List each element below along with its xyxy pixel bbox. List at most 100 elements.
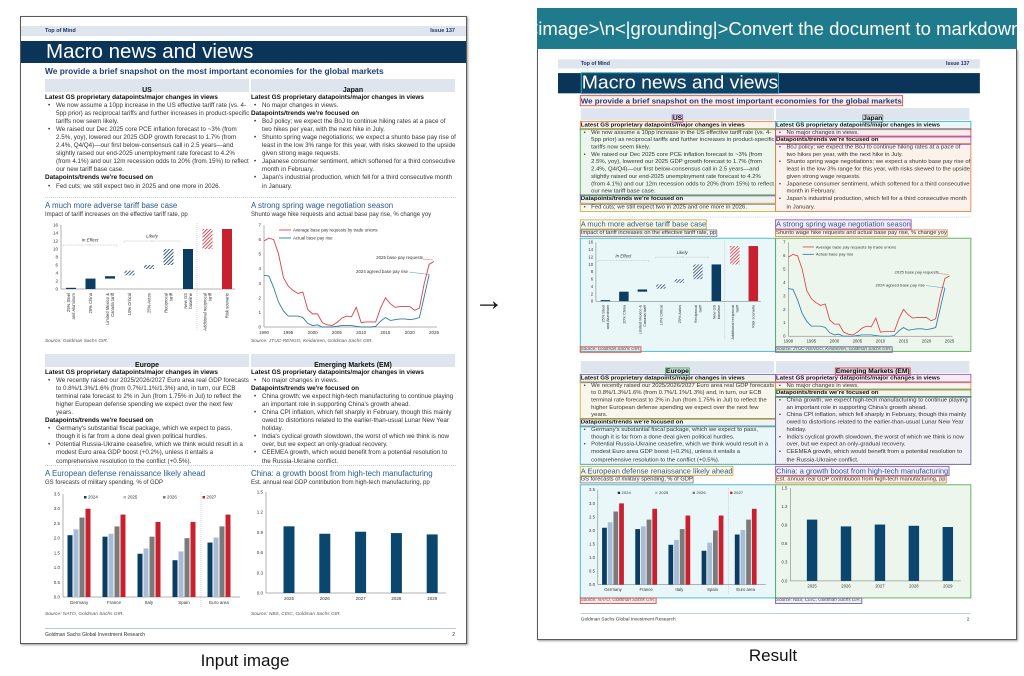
x-tick-label: Italy: [675, 587, 684, 592]
annotation: 2024 agreed base pay rise: [875, 283, 925, 288]
section-header-europe: Europe: [45, 354, 249, 369]
x-tick-label: 20% China: [621, 304, 626, 324]
y-tick-label: 1.0: [589, 555, 596, 560]
chart-source: Source: JTUC-RENGO, Keidanren, Goldman S…: [775, 346, 893, 353]
bullet-item: China growth; we expect high-tech manufa…: [254, 393, 456, 409]
bar: [120, 514, 126, 597]
x-tick-label: France: [107, 600, 122, 605]
label-line: Reciprocal: [693, 305, 698, 323]
bullet-item: China CPI inflation, which fell sharply …: [254, 409, 456, 433]
bullet-item: We now assume a 10pp increase in the US …: [48, 102, 250, 126]
y-tick-label: 8: [55, 255, 58, 260]
x-tick-label: 25% Steeland Aluminum: [601, 305, 610, 330]
y-tick-label: 1.2: [257, 510, 264, 515]
label-line: tariff: [697, 304, 702, 312]
x-tick-label: 10% Critical: [658, 305, 663, 326]
x-tick-label: Spain: [707, 587, 719, 592]
bar: [114, 526, 120, 597]
x-tick-label: 2010: [356, 330, 367, 335]
chart-source: Source: NATO, Goldman Sachs GIR.: [579, 597, 657, 604]
bar: [652, 508, 658, 585]
legend-label: 2024: [622, 490, 632, 495]
bullet-item: Japanese consumer sentiment, which softe…: [254, 158, 456, 174]
bar: [390, 533, 402, 593]
label-line: baseline: [188, 292, 193, 308]
x-tick-label: Germany: [604, 587, 622, 592]
x-tick-label: Risk scenario: [225, 292, 230, 318]
bullet-list: No major changes in views.: [775, 128, 972, 138]
bar: [693, 264, 703, 280]
section-subheading: Datapoints/trends we're focused on: [775, 135, 972, 145]
bar: [355, 531, 367, 593]
bar: [163, 249, 174, 265]
chart-title: China: a growth boost from high-tech man…: [775, 465, 950, 477]
bullet-list: No major changes in views.: [251, 377, 456, 385]
bar: [602, 527, 607, 585]
x-tick-label: 2028: [909, 583, 919, 588]
bar: [426, 534, 438, 593]
y-tick-label: 0.6: [257, 550, 264, 555]
y-tick-label: 0: [591, 299, 594, 304]
bullet-item: Shunto spring wage negotiations; we expe…: [779, 159, 970, 181]
bar: [748, 246, 759, 302]
bullet-item: Japan's industrial production, which fel…: [254, 174, 456, 190]
bar: [746, 519, 751, 585]
bar: [79, 517, 85, 597]
header-left: Top of Mind: [580, 61, 610, 67]
section-body: Latest GS proprietary datapoints/major c…: [45, 369, 250, 466]
page-subtitle: We provide a brief snapshot on the most …: [579, 95, 903, 107]
bar: [85, 278, 96, 289]
bar: [155, 521, 161, 597]
bar: [149, 536, 155, 597]
footer-text: Goldman Sachs Global Investment Research: [45, 632, 146, 638]
y-tick-label: 2: [783, 307, 786, 312]
x-tick-label: 2015: [380, 330, 391, 335]
y-tick-label: 0: [783, 334, 786, 339]
y-tick-label: 14: [53, 231, 59, 236]
bar: [637, 289, 648, 292]
x-tick-label: 2010: [876, 339, 886, 344]
y-tick-label: 0.5: [54, 580, 61, 585]
x-tick-label: Additional reciprocaltariff: [730, 304, 739, 340]
bar: [635, 529, 641, 585]
chart-title: A European defense renaissance likely ah…: [579, 465, 734, 477]
section-subheading: Datapoints/trends we're focused on: [251, 110, 360, 118]
y-tick-label: 0.9: [782, 523, 789, 528]
bullet-list: We now assume a 10pp increase in the US …: [579, 128, 777, 197]
x-tick-label: 2020: [405, 330, 416, 335]
chart-4: 0.0 0.3 0.6 0.9 1.2 1.5 2025 2026 2027 2028 2029: [257, 490, 446, 601]
legend-label: 2027: [734, 490, 744, 495]
x-tick-label: 25% Autos: [147, 293, 152, 313]
bar: [202, 229, 213, 249]
bullet-list: We now assume a 10pp increase in the US …: [45, 102, 250, 174]
y-tick-label: 2.0: [54, 536, 61, 541]
y-tick-label: 3.0: [589, 501, 596, 506]
y-tick-label: 0: [258, 325, 261, 330]
x-tick-label: New GSbaseline: [183, 292, 193, 308]
bullet-item: We recently raised our 2025/2026/2027 Eu…: [48, 377, 250, 417]
annotation: Likely: [146, 234, 158, 239]
legend-swatch: [655, 491, 658, 494]
y-tick-label: 10: [588, 262, 593, 267]
x-tick-label: 1995: [283, 330, 294, 335]
legend-label: 2027: [207, 495, 217, 500]
x-tick-label: 1990: [784, 339, 794, 344]
annotation-pointer: [422, 258, 434, 261]
x-tick-label: 2025: [429, 330, 440, 335]
y-tick-label: 0.3: [782, 560, 789, 565]
x-tick-label: France: [640, 587, 654, 592]
legend-swatch: [84, 496, 87, 499]
series-line: [788, 253, 950, 336]
bar: [806, 519, 818, 581]
label-line: tariff: [168, 292, 173, 301]
x-tick-label: 2005: [332, 330, 343, 335]
chart-3: 0.0 0.5 1.0 1.5 2.0 2.5 3.0 3.5 Germany France Ita…: [579, 484, 777, 599]
y-tick-label: 1: [783, 320, 786, 325]
y-tick-label: 4: [783, 280, 786, 285]
section-subheading: Datapoints/trends we're focused on: [579, 418, 777, 428]
chart-source: Source: NBS, CEIC, Goldman Sachs GIR.: [251, 612, 341, 617]
legend-label: 2025: [128, 495, 138, 500]
x-tick-label: Risk scenario: [751, 304, 756, 328]
y-tick-label: 0.0: [54, 595, 61, 600]
y-tick-label: 1: [258, 310, 261, 315]
